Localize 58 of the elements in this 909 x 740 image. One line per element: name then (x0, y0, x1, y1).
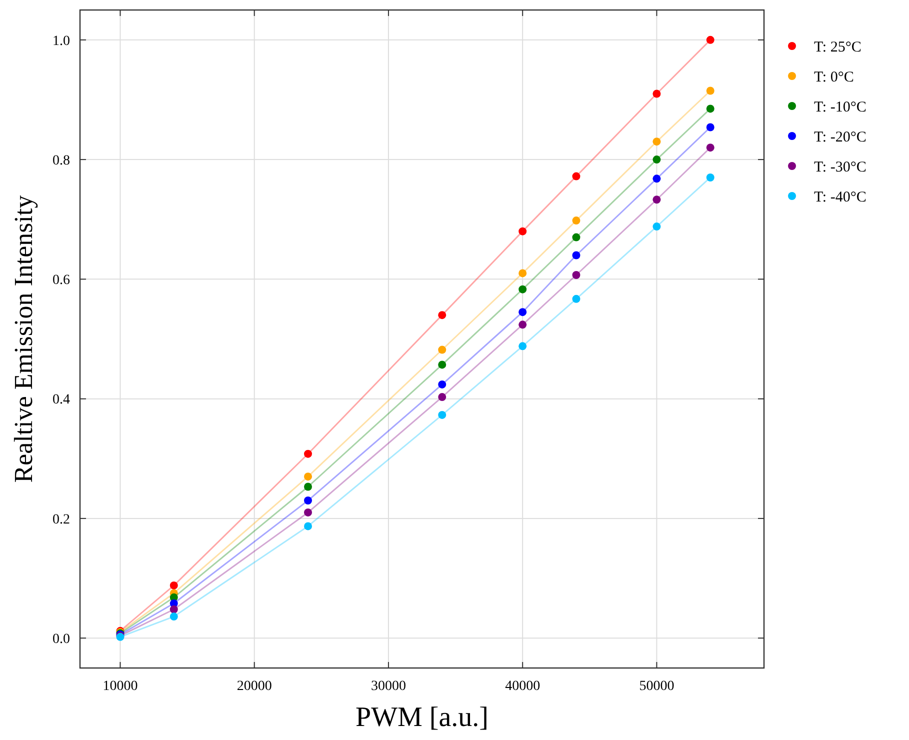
y-axis-title: Realtive Emission Intensity (9, 195, 38, 483)
point (438, 380, 446, 388)
point (572, 270, 580, 279)
point (652, 174, 661, 183)
point (572, 172, 580, 180)
x-tick-label: 40000 (505, 679, 540, 694)
y-tick-label: 1.0 (52, 34, 70, 49)
point (706, 86, 714, 95)
point (304, 508, 312, 516)
legend-label: T: -30°C (814, 159, 866, 176)
point (170, 612, 178, 621)
point (652, 156, 661, 164)
point (304, 482, 312, 491)
point (304, 472, 312, 481)
point (304, 450, 312, 458)
point (170, 605, 178, 614)
y-tick-label: 0.0 (52, 632, 70, 647)
point (572, 251, 580, 260)
point (706, 36, 714, 44)
point (170, 581, 178, 590)
point (438, 393, 446, 402)
legend-label: T: -20°C (814, 129, 866, 146)
point (572, 294, 580, 303)
point (438, 311, 446, 320)
point (652, 90, 661, 98)
point (438, 346, 446, 354)
point (652, 196, 661, 204)
point (518, 342, 527, 350)
legend-label: T: 25°C (814, 39, 862, 56)
y-tick-label: 0.4 (52, 392, 70, 408)
point (518, 285, 527, 294)
y-tick-label: 0.6 (52, 273, 70, 288)
point (518, 227, 527, 236)
legend-label: T: -10°C (814, 99, 866, 116)
point (706, 173, 714, 182)
point (572, 233, 580, 242)
point (518, 308, 527, 316)
x-tick-label: 10000 (102, 679, 138, 694)
x-tick-label: 50000 (639, 679, 674, 694)
x-tick-label: 30000 (370, 679, 406, 694)
point (572, 216, 580, 225)
point (652, 222, 661, 231)
point (518, 320, 527, 329)
point (518, 269, 527, 278)
point (706, 104, 714, 113)
x-tick-label: 20000 (236, 679, 272, 694)
point (706, 123, 714, 132)
point (304, 522, 312, 530)
point (706, 144, 714, 152)
point (438, 410, 446, 419)
y-tick-label: 0.8 (52, 153, 70, 168)
legend-label: T: 0°C (814, 69, 854, 86)
x-axis-title: PWM [a.u.] (356, 702, 488, 733)
point (304, 496, 312, 505)
y-tick-label: 0.2 (52, 512, 70, 528)
point (438, 360, 446, 369)
point (652, 138, 661, 146)
legend-label: T: -40°C (814, 189, 866, 206)
